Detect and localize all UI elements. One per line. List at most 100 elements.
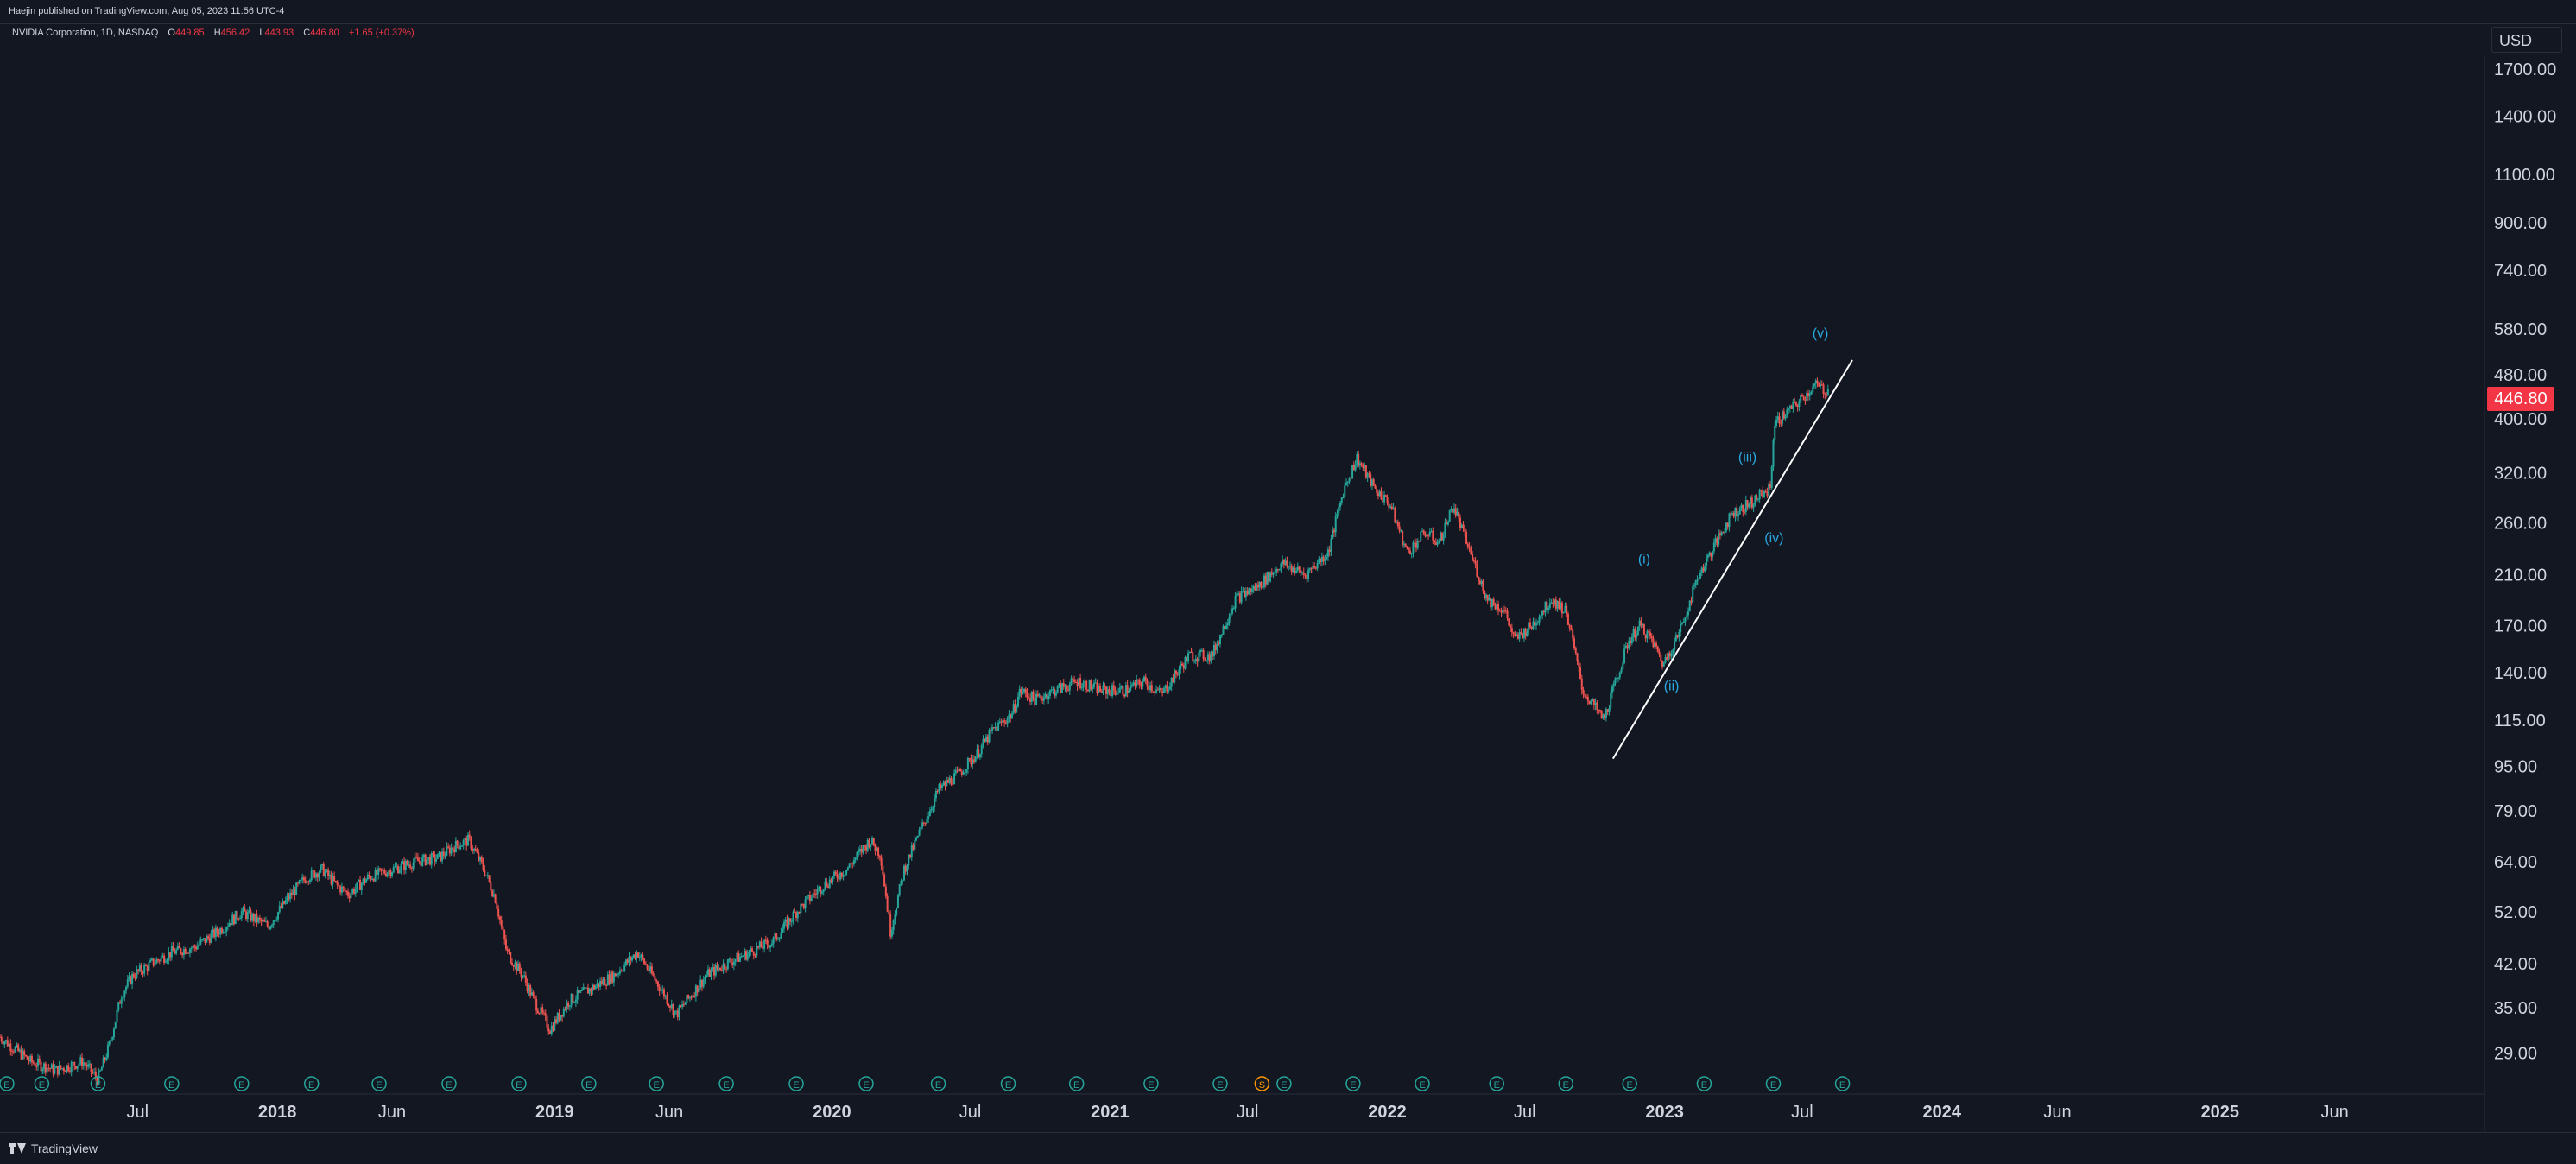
candle-body — [1500, 610, 1503, 613]
candle-body — [737, 952, 740, 962]
candle-body — [830, 879, 832, 882]
candle-body — [494, 894, 497, 903]
candle-body — [1756, 495, 1758, 500]
earnings-event-marker[interactable]: E — [441, 1076, 457, 1091]
candle-body — [734, 959, 737, 962]
earnings-event-marker[interactable]: E — [718, 1076, 734, 1091]
earnings-event-marker[interactable]: E — [649, 1076, 664, 1091]
candle-body — [1263, 575, 1266, 587]
candle-body — [324, 871, 326, 876]
candle-body — [984, 738, 986, 742]
candle-body — [1459, 517, 1462, 528]
earnings-event-marker[interactable]: E — [788, 1076, 804, 1091]
candle-body — [358, 880, 360, 882]
candle-body — [1464, 528, 1466, 532]
candle-body — [1010, 714, 1012, 719]
candle-body — [140, 965, 142, 972]
candle-body — [465, 838, 468, 846]
candle-body — [1218, 635, 1221, 645]
candle-body — [1418, 541, 1421, 542]
earnings-event-marker[interactable]: E — [164, 1076, 180, 1091]
candle-body — [1655, 642, 1657, 647]
candle-body — [1012, 704, 1015, 714]
candle-body — [1538, 617, 1541, 623]
candle-body — [1382, 499, 1384, 503]
candle-body — [440, 851, 442, 862]
earnings-event-marker[interactable]: E — [1276, 1076, 1292, 1091]
candle-body — [1488, 598, 1491, 601]
earnings-event-marker[interactable]: E — [1765, 1076, 1782, 1091]
trendline-layer[interactable] — [1611, 359, 1853, 760]
candle-body — [342, 886, 345, 889]
candle-body — [73, 1061, 76, 1066]
candle-body — [888, 911, 890, 915]
candle-body — [1674, 635, 1677, 642]
candle-body — [1226, 623, 1229, 626]
candle-body — [304, 880, 307, 883]
candle-body — [921, 822, 924, 827]
earnings-event-marker[interactable]: E — [1696, 1076, 1712, 1091]
candle-body — [1484, 591, 1486, 598]
earnings-event-marker[interactable]: E — [1834, 1076, 1851, 1091]
candle-body — [1170, 678, 1173, 687]
candle-body — [540, 1007, 542, 1014]
candle-body — [482, 862, 484, 870]
candle-body — [699, 979, 702, 989]
earnings-event-marker[interactable]: E — [1558, 1076, 1574, 1091]
candle-body — [1158, 687, 1161, 690]
candle-body — [541, 1007, 544, 1013]
earnings-event-marker[interactable]: E — [858, 1076, 874, 1091]
candle-body — [1648, 631, 1650, 633]
candle-body — [54, 1067, 56, 1074]
candle-body — [1617, 677, 1620, 679]
candle-body — [1494, 605, 1497, 610]
earnings-event-marker[interactable]: E — [90, 1076, 106, 1091]
candle-body — [338, 884, 340, 887]
candle-body — [668, 1005, 671, 1008]
trendline[interactable] — [1611, 359, 1853, 760]
earnings-event-marker[interactable]: E — [1000, 1076, 1016, 1091]
earnings-event-marker[interactable]: E — [930, 1076, 946, 1091]
earnings-event-marker[interactable]: E — [1489, 1076, 1504, 1091]
candle-body — [611, 971, 614, 983]
earnings-event-marker[interactable]: E — [371, 1076, 387, 1091]
candle-body — [292, 889, 294, 895]
earnings-event-marker[interactable]: E — [234, 1076, 250, 1091]
earnings-event-marker[interactable]: E — [1622, 1076, 1637, 1091]
earnings-event-marker[interactable]: E — [511, 1076, 527, 1091]
tradingview-brand[interactable]: TradingView — [9, 1142, 98, 1155]
candle-body — [284, 900, 287, 904]
earnings-event-marker[interactable]: E — [1212, 1076, 1228, 1091]
candle-body — [1150, 685, 1153, 692]
candle-body — [491, 890, 494, 897]
candle-body — [1541, 611, 1544, 616]
candle-body — [90, 1063, 92, 1072]
earnings-event-marker[interactable]: E — [1415, 1076, 1430, 1091]
candle-body — [832, 876, 834, 882]
candle-body — [506, 949, 509, 952]
earnings-event-marker[interactable]: E — [0, 1076, 15, 1091]
earnings-event-marker[interactable]: E — [1143, 1076, 1159, 1091]
time-axis[interactable]: Jul 2018 Jun 2019 Jun 2020 Jul 2021 Jul 2022 Jul 20… — [126, 1103, 2348, 1122]
candle-body — [1452, 509, 1454, 513]
candle-body — [991, 727, 994, 731]
earnings-event-marker[interactable]: E — [581, 1076, 597, 1091]
candle-body — [408, 864, 410, 866]
candle-body — [693, 995, 696, 997]
split-event-marker[interactable]: S — [1254, 1076, 1270, 1091]
candle-body — [631, 957, 634, 961]
currency-selector[interactable]: USD — [2491, 27, 2562, 53]
candle-body — [1402, 543, 1405, 545]
candle-body — [47, 1067, 50, 1069]
earnings-event-marker[interactable]: E — [1345, 1076, 1361, 1091]
candle-body — [1314, 567, 1317, 569]
earnings-event-marker[interactable]: E — [1068, 1076, 1085, 1091]
candle-body — [450, 847, 453, 854]
candle-body — [1326, 556, 1328, 560]
earnings-event-marker[interactable]: E — [34, 1076, 50, 1091]
candle-body — [1730, 513, 1732, 515]
earnings-event-marker[interactable]: E — [303, 1076, 320, 1091]
price-axis[interactable]: 1700.00 1400.00 1100.00 900.00 740.00 580.00 4… — [2494, 60, 2556, 1063]
